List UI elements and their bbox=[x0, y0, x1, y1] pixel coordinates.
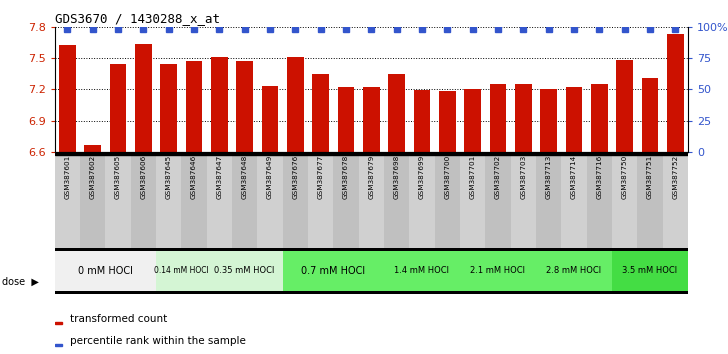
Bar bbox=[612, 152, 637, 248]
Text: 2.8 mM HOCl: 2.8 mM HOCl bbox=[547, 266, 601, 275]
Text: GSM387679: GSM387679 bbox=[368, 155, 374, 199]
Bar bbox=[312, 74, 329, 152]
Bar bbox=[363, 87, 379, 152]
Text: GSM387647: GSM387647 bbox=[216, 155, 222, 199]
Text: GSM387701: GSM387701 bbox=[470, 155, 475, 199]
Bar bbox=[637, 152, 662, 248]
Bar bbox=[460, 152, 486, 248]
Bar bbox=[282, 251, 384, 291]
Text: GSM387713: GSM387713 bbox=[545, 155, 552, 199]
Bar bbox=[587, 152, 612, 248]
Bar bbox=[561, 152, 587, 248]
Bar bbox=[536, 251, 612, 291]
Bar bbox=[186, 61, 202, 152]
Bar bbox=[460, 251, 536, 291]
Bar bbox=[55, 322, 62, 324]
Bar bbox=[414, 90, 430, 152]
Bar bbox=[384, 152, 409, 248]
Text: GSM387699: GSM387699 bbox=[419, 155, 425, 199]
Bar bbox=[257, 152, 282, 248]
Bar bbox=[536, 152, 561, 248]
Bar bbox=[486, 152, 510, 248]
Bar bbox=[130, 152, 156, 248]
Bar bbox=[662, 152, 688, 248]
Bar bbox=[333, 152, 359, 248]
Bar bbox=[510, 152, 536, 248]
Text: 0.35 mM HOCl: 0.35 mM HOCl bbox=[215, 266, 274, 275]
Bar bbox=[384, 251, 460, 291]
Bar bbox=[308, 152, 333, 248]
Bar bbox=[207, 251, 282, 291]
Bar bbox=[160, 64, 177, 152]
Text: GSM387752: GSM387752 bbox=[672, 155, 678, 199]
Text: 0.7 mM HOCl: 0.7 mM HOCl bbox=[301, 266, 365, 276]
Bar bbox=[237, 61, 253, 152]
Bar bbox=[59, 45, 76, 152]
Bar bbox=[641, 78, 658, 152]
Text: 3.5 mM HOCl: 3.5 mM HOCl bbox=[622, 266, 678, 275]
Bar bbox=[566, 87, 582, 152]
Text: GSM387605: GSM387605 bbox=[115, 155, 121, 199]
Bar bbox=[540, 89, 557, 152]
Bar bbox=[338, 87, 355, 152]
Bar bbox=[388, 74, 405, 152]
Bar bbox=[667, 34, 684, 152]
Bar bbox=[156, 251, 207, 291]
Bar bbox=[232, 152, 257, 248]
Bar bbox=[617, 60, 633, 152]
Bar bbox=[261, 86, 278, 152]
Bar bbox=[55, 152, 80, 248]
Bar bbox=[211, 57, 228, 152]
Bar bbox=[359, 152, 384, 248]
Text: dose  ▶: dose ▶ bbox=[2, 276, 39, 286]
Bar bbox=[409, 152, 435, 248]
Text: 1.4 mM HOCl: 1.4 mM HOCl bbox=[395, 266, 449, 275]
Bar bbox=[135, 44, 151, 152]
Text: GSM387601: GSM387601 bbox=[64, 155, 71, 199]
Text: 0.14 mM HOCl: 0.14 mM HOCl bbox=[154, 266, 209, 275]
Text: transformed count: transformed count bbox=[70, 314, 167, 324]
Bar bbox=[439, 91, 456, 152]
Text: GSM387645: GSM387645 bbox=[165, 155, 172, 199]
Text: GSM387751: GSM387751 bbox=[647, 155, 653, 199]
Text: GSM387750: GSM387750 bbox=[622, 155, 628, 199]
Text: GSM387648: GSM387648 bbox=[242, 155, 248, 199]
Bar bbox=[110, 64, 126, 152]
Bar bbox=[435, 152, 460, 248]
Text: 2.1 mM HOCl: 2.1 mM HOCl bbox=[470, 266, 526, 275]
Bar bbox=[181, 152, 207, 248]
Bar bbox=[106, 152, 130, 248]
Bar bbox=[55, 344, 62, 346]
Text: GSM387649: GSM387649 bbox=[267, 155, 273, 199]
Text: GSM387700: GSM387700 bbox=[444, 155, 451, 199]
Text: GSM387602: GSM387602 bbox=[90, 155, 95, 199]
Bar bbox=[464, 89, 481, 152]
Bar bbox=[80, 152, 106, 248]
Text: 0 mM HOCl: 0 mM HOCl bbox=[78, 266, 132, 276]
Text: GSM387703: GSM387703 bbox=[521, 155, 526, 199]
Bar bbox=[591, 84, 608, 152]
Bar bbox=[55, 152, 688, 155]
Text: percentile rank within the sample: percentile rank within the sample bbox=[70, 336, 245, 346]
Bar bbox=[84, 145, 101, 152]
Text: GSM387606: GSM387606 bbox=[141, 155, 146, 199]
Bar bbox=[207, 152, 232, 248]
Bar bbox=[612, 251, 688, 291]
Bar bbox=[156, 152, 181, 248]
Bar bbox=[282, 152, 308, 248]
Text: GSM387698: GSM387698 bbox=[394, 155, 400, 199]
Text: GSM387646: GSM387646 bbox=[191, 155, 197, 199]
Bar bbox=[287, 57, 304, 152]
Text: GSM387677: GSM387677 bbox=[317, 155, 324, 199]
Text: GDS3670 / 1430288_x_at: GDS3670 / 1430288_x_at bbox=[55, 12, 220, 25]
Text: GSM387678: GSM387678 bbox=[343, 155, 349, 199]
Bar bbox=[55, 251, 156, 291]
Text: GSM387702: GSM387702 bbox=[495, 155, 501, 199]
Bar bbox=[490, 84, 506, 152]
Text: GSM387714: GSM387714 bbox=[571, 155, 577, 199]
Text: GSM387676: GSM387676 bbox=[292, 155, 298, 199]
Text: GSM387716: GSM387716 bbox=[596, 155, 602, 199]
Bar bbox=[515, 84, 531, 152]
